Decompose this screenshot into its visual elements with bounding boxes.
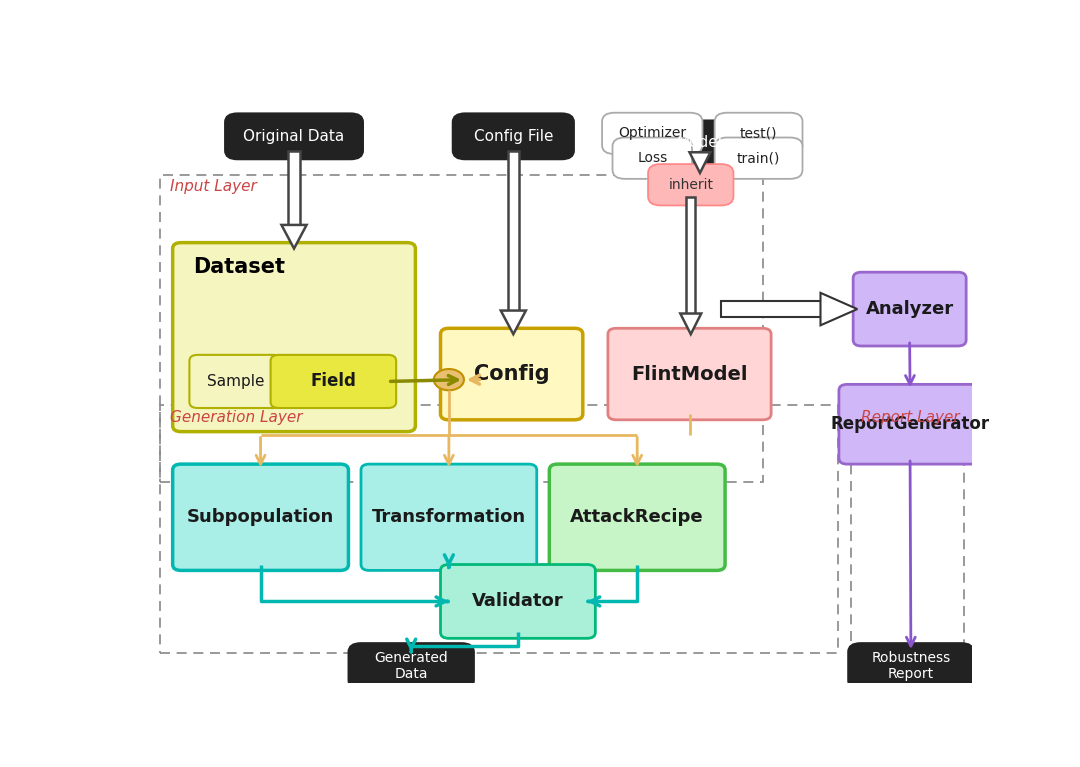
Text: Analyzer: Analyzer (865, 300, 954, 318)
Text: Sample: Sample (206, 374, 265, 389)
FancyBboxPatch shape (271, 355, 396, 408)
FancyBboxPatch shape (853, 272, 967, 346)
Text: FlintModel: FlintModel (632, 364, 747, 384)
Text: Report Layer: Report Layer (861, 410, 959, 425)
Text: ReportGenerator: ReportGenerator (831, 415, 989, 433)
Text: Transformation: Transformation (372, 509, 526, 526)
Polygon shape (689, 153, 711, 173)
Circle shape (434, 369, 464, 390)
Text: inherit: inherit (669, 178, 713, 192)
Text: Dataset: Dataset (193, 258, 285, 278)
FancyBboxPatch shape (173, 464, 349, 571)
FancyBboxPatch shape (225, 114, 363, 160)
Bar (288, 150, 299, 225)
FancyBboxPatch shape (173, 242, 416, 432)
FancyBboxPatch shape (349, 643, 474, 689)
FancyBboxPatch shape (715, 137, 802, 179)
Bar (160, 405, 838, 653)
FancyBboxPatch shape (453, 114, 573, 160)
FancyBboxPatch shape (715, 113, 802, 154)
FancyBboxPatch shape (361, 464, 537, 571)
FancyBboxPatch shape (848, 643, 974, 689)
Text: Input Layer: Input Layer (171, 179, 257, 195)
Polygon shape (282, 225, 307, 249)
FancyBboxPatch shape (612, 137, 692, 179)
Text: Generated
Data: Generated Data (375, 651, 448, 681)
FancyBboxPatch shape (602, 113, 702, 154)
Text: Generation Layer: Generation Layer (171, 410, 302, 425)
Text: Validator: Validator (472, 592, 564, 611)
FancyBboxPatch shape (648, 120, 753, 164)
FancyBboxPatch shape (441, 328, 583, 420)
Text: test(): test() (740, 127, 778, 140)
Polygon shape (680, 314, 701, 334)
Text: Optimizer: Optimizer (618, 127, 686, 140)
Text: AttackRecipe: AttackRecipe (570, 509, 704, 526)
FancyBboxPatch shape (648, 164, 733, 206)
Bar (696, 153, 704, 155)
Text: Config File: Config File (473, 129, 553, 144)
Text: Config: Config (474, 364, 550, 384)
Text: Subpopulation: Subpopulation (187, 509, 334, 526)
Bar (851, 405, 963, 653)
Bar (686, 196, 696, 314)
FancyBboxPatch shape (441, 565, 595, 638)
Text: Model: Model (677, 135, 723, 150)
Text: Field: Field (310, 373, 356, 390)
Bar (508, 150, 519, 311)
Text: train(): train() (737, 151, 780, 165)
FancyBboxPatch shape (608, 328, 771, 420)
FancyBboxPatch shape (550, 464, 725, 571)
Text: Robustness
Report: Robustness Report (872, 651, 950, 681)
Polygon shape (501, 311, 526, 334)
Text: Loss: Loss (637, 151, 667, 165)
Text: Original Data: Original Data (243, 129, 345, 144)
FancyBboxPatch shape (839, 384, 982, 464)
Bar (160, 175, 762, 482)
Bar (721, 301, 821, 318)
Polygon shape (821, 293, 858, 325)
FancyBboxPatch shape (189, 355, 282, 408)
